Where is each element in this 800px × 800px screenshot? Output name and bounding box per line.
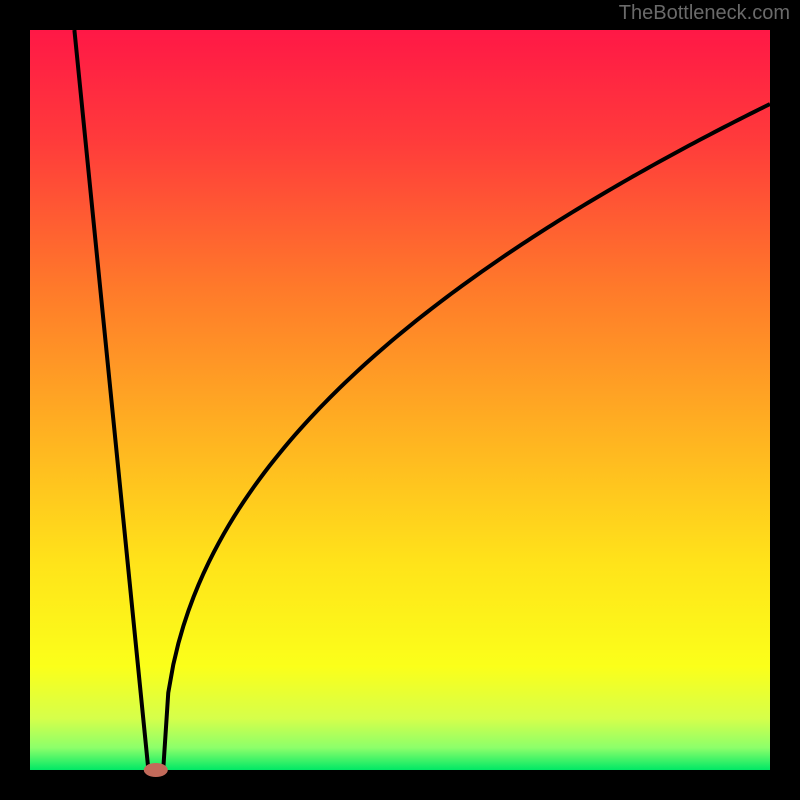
watermark-text: TheBottleneck.com xyxy=(619,2,790,25)
plot-background xyxy=(30,30,770,770)
chart-container: TheBottleneck.com xyxy=(0,0,800,800)
bottleneck-chart xyxy=(0,0,800,800)
minimum-marker xyxy=(144,763,168,777)
